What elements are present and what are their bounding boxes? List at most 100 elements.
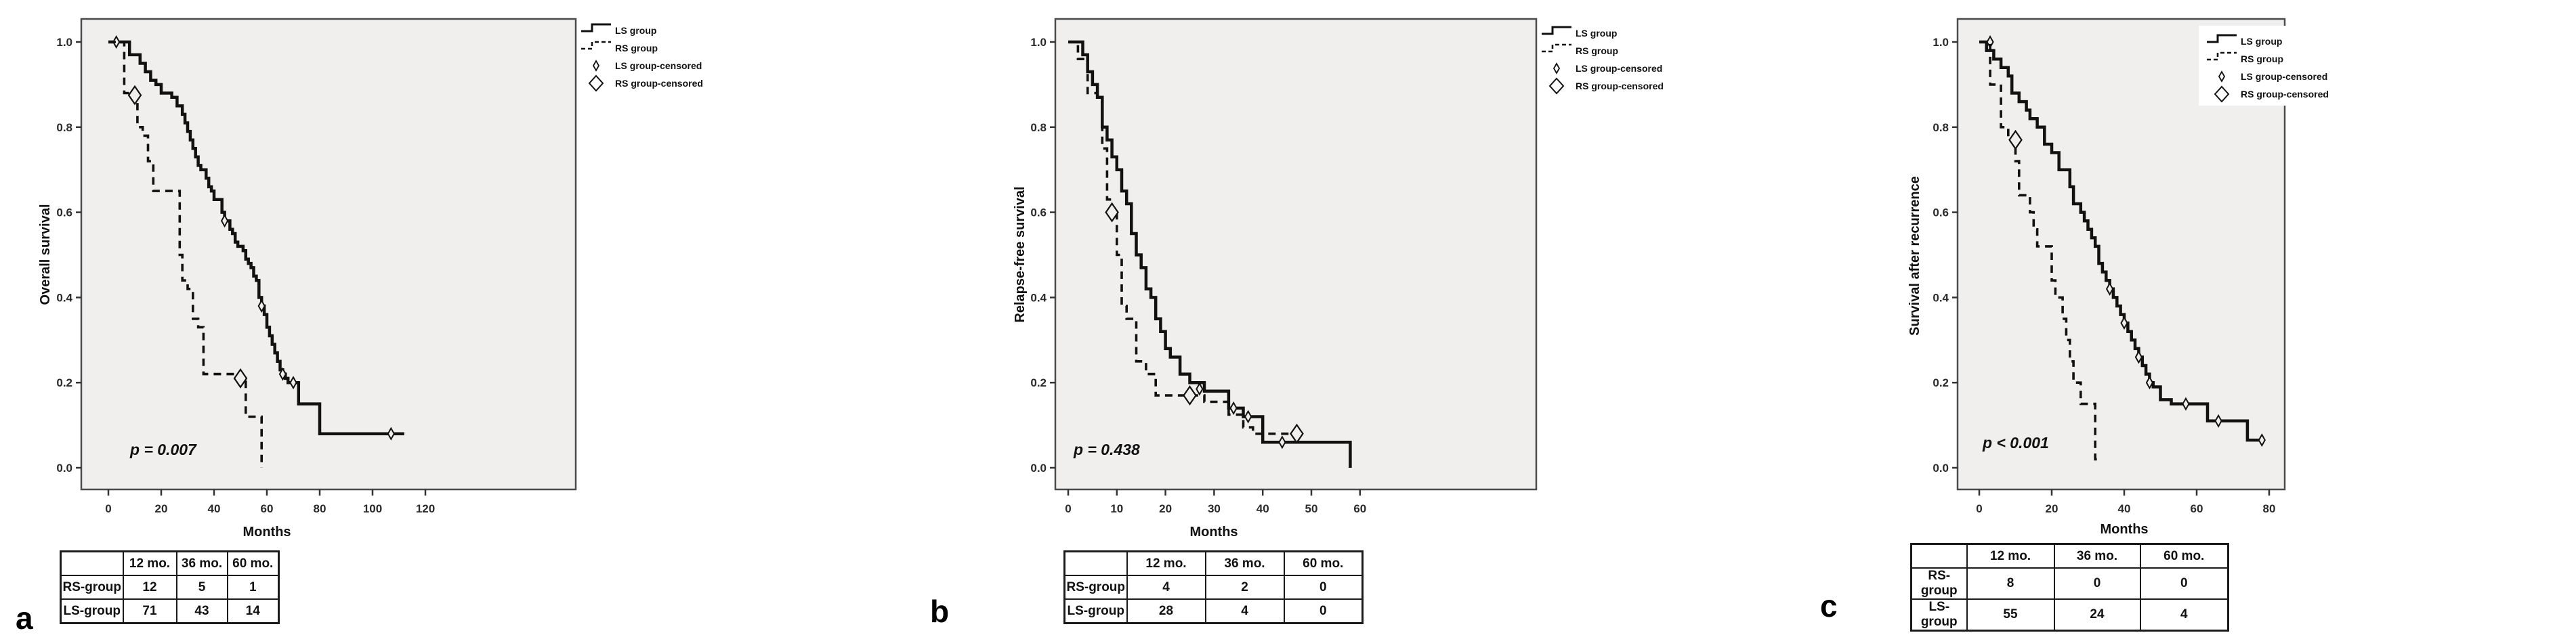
rs-line-icon xyxy=(2207,51,2237,61)
cell: 2 xyxy=(1204,575,1285,600)
censor-marker xyxy=(2008,129,2023,150)
y-tick-label: 0.0 xyxy=(1933,462,1949,475)
censor-marker xyxy=(127,85,142,106)
censor-marker xyxy=(2105,282,2114,296)
legend-item-ls-censored: LS group-censored xyxy=(592,60,702,72)
y-axis-label: Relapse-free survival xyxy=(1013,186,1028,322)
p-value-annotation: p < 0.001 xyxy=(1982,434,2049,452)
censor-marker xyxy=(1290,423,1304,444)
legend-item-rs-group: RS group xyxy=(581,41,658,53)
panel-letter-a: a xyxy=(16,600,33,635)
x-tick-label: 0 xyxy=(105,502,111,515)
legend-item-ls-censored: LS group-censored xyxy=(2218,70,2327,83)
ls-censored-icon xyxy=(2218,70,2226,83)
panel-b: 1.0 0.8 0.6 0.4 0.2 0.0 0 10 20 30 40 50 60 Relapse-… xyxy=(928,0,1856,635)
panel-letter-c: c xyxy=(1820,588,1838,623)
legend: LS group RS group LS group-censored RS g… xyxy=(581,23,703,92)
y-tick-label: 0.8 xyxy=(1933,121,1949,134)
table-corner-cell xyxy=(60,550,124,576)
cell: 0 xyxy=(1283,598,1364,624)
x-axis-label: Months xyxy=(2100,522,2148,537)
cell: 55 xyxy=(1966,598,2055,632)
censor-marker xyxy=(387,426,395,441)
table-header-row: 12 mo. 36 mo. 60 mo. xyxy=(1910,543,2229,569)
col-header: 60 mo. xyxy=(1283,550,1364,576)
cell: 4 xyxy=(2139,598,2229,632)
risk-table: 12 mo. 36 mo. 60 mo. RS-group 12 5 1 LS-… xyxy=(60,550,280,624)
km-chart-overall-survival: 1.0 0.8 0.6 0.4 0.2 0.0 0 20 40 60 80 100 120 Overal… xyxy=(38,18,703,540)
p-value-annotation: p = 0.438 xyxy=(1073,441,1140,458)
col-header: 12 mo. xyxy=(1966,543,2055,569)
x-tick-label: 50 xyxy=(1305,502,1318,515)
rs-censored-icon xyxy=(1548,77,1565,95)
cell: 28 xyxy=(1126,598,1206,624)
censor-marker xyxy=(1244,410,1252,424)
x-tick-label: 100 xyxy=(363,502,382,515)
y-tick-label: 0.4 xyxy=(56,291,72,304)
censor-marker xyxy=(278,367,287,381)
table-row: LS-group 28 4 0 xyxy=(1063,598,1364,624)
rs-survival-curve xyxy=(108,41,263,468)
y-axis-label: Survival after recurrence xyxy=(1907,176,1922,336)
rs-line-icon xyxy=(1542,43,1571,53)
x-tick-label: 40 xyxy=(208,502,221,515)
table-header-row: 12 mo. 36 mo. 60 mo. xyxy=(1063,550,1364,576)
row-label: LS-group xyxy=(60,598,124,624)
y-tick-label: 0.0 xyxy=(56,462,72,475)
y-tick-label: 0.0 xyxy=(1030,462,1047,475)
censor-marker xyxy=(1196,382,1204,396)
svg-text:LS group-censored: LS group-censored xyxy=(615,60,702,71)
legend: LS group RS group LS group-censored RS g… xyxy=(2199,26,2432,106)
ls-line-icon xyxy=(581,23,611,32)
table-row: RS-group 4 2 0 xyxy=(1063,575,1364,600)
plot-area xyxy=(1054,18,1538,491)
y-tick-label: 0.6 xyxy=(56,206,72,219)
panel-c: 1.0 0.8 0.6 0.4 0.2 0.0 0 20 40 60 80 Survival aft… xyxy=(1856,0,2576,635)
legend-background xyxy=(2199,26,2432,106)
table-row: LS-group 71 43 14 xyxy=(60,598,280,624)
svg-text:RS group-censored: RS group-censored xyxy=(1576,81,1664,91)
table-row: LS-group 55 24 4 xyxy=(1910,598,2229,632)
censor-marker xyxy=(2134,350,2143,364)
censor-marker xyxy=(2182,397,2190,411)
rs-censored-icon xyxy=(2214,85,2230,103)
x-tick-label: 120 xyxy=(416,502,435,515)
censor-marker xyxy=(112,35,121,49)
svg-text:RS group: RS group xyxy=(615,43,658,53)
legend-item-ls-group: LS group xyxy=(1542,26,1617,39)
censor-marker xyxy=(220,214,229,228)
censor-marker xyxy=(289,376,297,390)
censor-marker xyxy=(2214,414,2222,428)
censor-marker xyxy=(257,299,266,313)
cell: 14 xyxy=(226,598,280,624)
legend-item-rs-group: RS group xyxy=(1542,43,1618,56)
x-tick-label: 40 xyxy=(2118,502,2131,515)
y-tick-label: 0.2 xyxy=(1030,376,1047,389)
y-tick-label: 0.6 xyxy=(1030,206,1047,219)
legend-item-ls-group: LS group xyxy=(2207,34,2282,47)
y-tick-label: 0.4 xyxy=(1933,291,1949,304)
x-tick-label: 20 xyxy=(1159,502,1172,515)
row-label: LS-group xyxy=(1063,598,1128,624)
x-tick-label: 60 xyxy=(2191,502,2203,515)
rs-line-icon xyxy=(581,41,611,50)
y-tick-label: 0.2 xyxy=(56,376,72,389)
censor-marker xyxy=(1278,435,1286,450)
svg-text:RS group: RS group xyxy=(2241,53,2283,64)
rs-censored-icon xyxy=(588,74,604,92)
p-value-annotation: p = 0.007 xyxy=(129,441,197,458)
x-tick-label: 60 xyxy=(261,502,274,515)
row-label: RS-group xyxy=(60,575,124,600)
table-row: RS-group 8 0 0 xyxy=(1910,567,2229,600)
ls-survival-curve xyxy=(1979,40,2262,442)
x-tick-label: 30 xyxy=(1208,502,1221,515)
cell: 5 xyxy=(175,575,228,600)
panel-a: 1.0 0.8 0.6 0.4 0.2 0.0 0 20 40 60 80 100 120 Overal… xyxy=(0,0,928,635)
svg-text:RS group-censored: RS group-censored xyxy=(615,78,703,89)
censor-marker xyxy=(1105,202,1119,223)
row-label: LS-group xyxy=(1910,598,1968,632)
censor-marker xyxy=(233,368,248,389)
svg-text:LS group-censored: LS group-censored xyxy=(1576,63,1662,74)
y-tick-label: 1.0 xyxy=(1030,36,1047,49)
